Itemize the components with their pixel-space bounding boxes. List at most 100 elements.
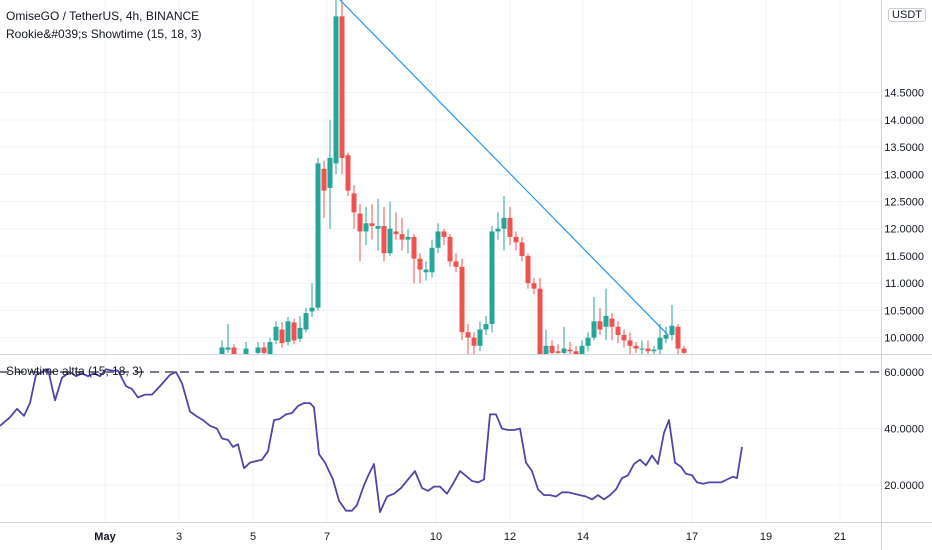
candle-up — [669, 325, 675, 335]
candle-up — [387, 228, 393, 254]
candle-down — [555, 351, 561, 353]
candle-down — [345, 155, 351, 191]
candle-down — [291, 322, 297, 341]
candle-up — [405, 236, 411, 240]
candle-up — [603, 315, 609, 327]
candle-up — [477, 329, 483, 346]
grid — [0, 0, 881, 522]
y-tick-label: 10.0000 — [884, 333, 924, 345]
x-tick-label: 5 — [250, 531, 256, 543]
candle-up — [585, 337, 591, 346]
y-tick-label: 40.0000 — [884, 424, 924, 436]
candle-up — [255, 347, 261, 353]
candle-up — [501, 217, 507, 229]
y-tick-label: 60.0000 — [884, 367, 924, 379]
y-tick-label: 13.0000 — [884, 169, 924, 181]
candle-up — [375, 226, 381, 229]
candle-down — [459, 266, 465, 333]
y-tick-label: 11.5000 — [885, 251, 924, 263]
candle-down — [351, 193, 357, 213]
candle-down — [621, 334, 627, 341]
candle-up — [591, 321, 597, 338]
x-tick-label: 19 — [760, 531, 772, 543]
trendline — [339, 0, 669, 336]
candle-up — [495, 228, 501, 232]
currency-button[interactable]: USDT — [888, 8, 926, 22]
y-tick-label: 11.0000 — [885, 278, 924, 290]
candle-down — [411, 236, 417, 259]
candle-down — [261, 347, 267, 353]
x-tick-label: May — [94, 531, 116, 543]
x-tick-label: 10 — [430, 531, 442, 543]
candle-down — [399, 234, 405, 240]
y-tick-label: 13.5000 — [884, 142, 924, 154]
candle-up — [561, 348, 567, 353]
candle-up — [579, 345, 585, 354]
oscillator-legend[interactable]: Showtime altta (15, 18, 3) — [6, 364, 143, 378]
candle-down — [573, 351, 579, 354]
oscillator-line — [0, 368, 743, 513]
candle-up — [429, 247, 435, 273]
candle-up — [303, 313, 309, 330]
candle-up — [651, 349, 657, 352]
y-tick-label: 12.5000 — [884, 197, 924, 209]
candle-down — [537, 288, 543, 354]
candle-down — [357, 213, 363, 232]
candle-down — [633, 345, 639, 349]
candle-down — [339, 16, 345, 158]
x-tick-label: 12 — [504, 531, 516, 543]
candle-up — [663, 334, 669, 339]
candle-up — [363, 223, 369, 232]
candle-down — [609, 318, 615, 327]
candle-down — [453, 261, 459, 267]
candle-up — [543, 345, 549, 354]
candle-down — [567, 349, 573, 352]
x-tick-label: 7 — [324, 531, 330, 543]
candle-up — [327, 157, 333, 188]
candle-up — [243, 348, 249, 354]
indicator-legend[interactable]: Rookie&#039;s Showtime (15, 18, 3) — [6, 27, 202, 41]
candle-down — [597, 321, 603, 330]
candle-up — [333, 16, 339, 164]
candle-up — [219, 347, 225, 354]
candle-down — [627, 340, 633, 346]
candle-up — [297, 327, 303, 339]
candle-down — [681, 348, 687, 353]
candle-down — [525, 255, 531, 284]
candle-up — [639, 348, 645, 350]
candles — [219, 0, 687, 354]
x-tick-label: 14 — [577, 531, 589, 543]
x-tick-label: 17 — [686, 531, 698, 543]
candle-down — [507, 217, 513, 237]
symbol-legend[interactable]: OmiseGO / TetherUS, 4h, BINANCE — [6, 9, 200, 23]
y-tick-label: 14.5000 — [884, 88, 924, 100]
candle-down — [447, 236, 453, 262]
candle-down — [675, 326, 681, 349]
candle-down — [531, 283, 537, 289]
candle-down — [519, 242, 525, 256]
x-tick-label: 21 — [834, 531, 846, 543]
candle-up — [435, 231, 441, 248]
y-tick-label: 12.0000 — [884, 224, 924, 236]
x-tick-label: 3 — [176, 531, 182, 543]
candle-down — [279, 329, 285, 344]
candle-up — [285, 321, 291, 343]
candle-down — [393, 231, 399, 235]
y-tick-label: 20.0000 — [884, 480, 924, 492]
candle-down — [417, 258, 423, 270]
candle-down — [513, 236, 519, 243]
candle-down — [441, 231, 447, 237]
y-tick-label: 10.5000 — [884, 305, 924, 317]
candle-down — [471, 337, 477, 346]
candle-down — [615, 326, 621, 335]
candle-up — [267, 342, 273, 354]
candle-down — [549, 345, 555, 353]
oscillator-pane — [0, 368, 881, 513]
candle-up — [225, 347, 231, 350]
price-pane — [219, 0, 687, 354]
candle-down — [645, 348, 651, 352]
candle-up — [483, 324, 489, 330]
candle-down — [381, 226, 387, 254]
candle-down — [321, 168, 327, 191]
